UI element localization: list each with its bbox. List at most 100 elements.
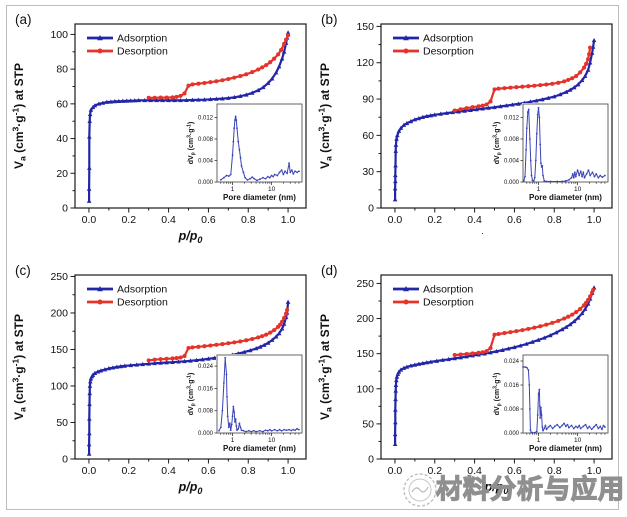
plot-box <box>380 23 613 209</box>
svg-text:0.4: 0.4 <box>467 214 482 226</box>
svg-text:1: 1 <box>537 186 541 193</box>
inset-y-axis-label: dVp (cm3·g-1) <box>186 122 196 165</box>
svg-text:100: 100 <box>50 29 68 41</box>
figure-frame: 0.0 0.2 0.4 0.6 0.8 1.0 0 20 40 60 80 100 p/p0 Va (cm… <box>6 5 619 510</box>
y-axis-label: Va (cm3·g-1) at STP <box>10 63 27 169</box>
svg-text:0.6: 0.6 <box>507 465 522 477</box>
svg-text:0.004: 0.004 <box>198 158 214 164</box>
svg-text:0.008: 0.008 <box>504 137 520 143</box>
panel-label: (d) <box>321 263 338 278</box>
svg-text:250: 250 <box>50 271 68 283</box>
panel-c: 0.0 0.2 0.4 0.6 0.8 1.0 0 50 100 150 200 250 p/p0 Va … <box>9 259 314 508</box>
svg-text:0.008: 0.008 <box>504 407 520 413</box>
panel-d: 0.0 0.2 0.4 0.6 0.8 1.0 0 50 100 150 200 250 p/p0 Va … <box>315 259 620 508</box>
inset-x-axis-label: Pore diameter (nm) <box>529 193 602 202</box>
svg-text:0.2: 0.2 <box>121 214 136 226</box>
svg-text:0.016: 0.016 <box>198 386 214 392</box>
svg-text:50: 50 <box>362 418 374 430</box>
panel-b: 0.0 0.2 0.4 0.6 0.8 1.0 0 30 60 90 120 150. Va (cm3·… <box>315 8 620 257</box>
svg-text:90: 90 <box>362 94 374 106</box>
svg-text:0.4: 0.4 <box>467 465 482 477</box>
svg-text:0.024: 0.024 <box>504 359 520 365</box>
svg-text:0.4: 0.4 <box>161 465 176 477</box>
svg-text:0.008: 0.008 <box>198 137 214 143</box>
inset-y-axis-label: dVp (cm3·g-1) <box>186 373 196 416</box>
svg-text:60: 60 <box>362 130 374 142</box>
svg-text:0.012: 0.012 <box>504 115 520 121</box>
x-axis-label: p/p0 <box>178 229 203 245</box>
pore-size-distribution-curve <box>523 366 606 434</box>
svg-text:0.004: 0.004 <box>504 158 520 164</box>
svg-text:50: 50 <box>56 417 68 429</box>
svg-text:0: 0 <box>62 203 68 215</box>
svg-text:200: 200 <box>356 313 374 325</box>
inset-x-axis-label: Pore diameter (nm) <box>223 193 296 202</box>
svg-text:0.2: 0.2 <box>427 465 442 477</box>
panels-grid: 0.0 0.2 0.4 0.6 0.8 1.0 0 20 40 60 80 100 p/p0 Va (cm… <box>9 8 618 508</box>
svg-text:0.000: 0.000 <box>504 180 520 186</box>
svg-text:1.0: 1.0 <box>587 214 602 226</box>
svg-text:10: 10 <box>574 186 582 193</box>
svg-text:0: 0 <box>368 203 374 215</box>
svg-text:0.012: 0.012 <box>198 115 214 121</box>
svg-text:0.4: 0.4 <box>161 214 176 226</box>
legend-label-desorption: Desorption <box>423 46 474 58</box>
svg-text:0.000: 0.000 <box>198 180 214 186</box>
svg-text:0.0: 0.0 <box>82 214 97 226</box>
svg-text:0.024: 0.024 <box>198 364 214 370</box>
svg-text:0: 0 <box>62 454 68 466</box>
legend-label-desorption: Desorption <box>117 297 168 309</box>
svg-text:1: 1 <box>537 437 541 444</box>
panel-a: 0.0 0.2 0.4 0.6 0.8 1.0 0 20 40 60 80 100 p/p0 Va (cm… <box>9 8 314 257</box>
svg-text:0.0: 0.0 <box>388 465 403 477</box>
svg-text:0.8: 0.8 <box>241 465 256 477</box>
inset-y-axis-label: dVp (cm3·g-1) <box>492 122 502 165</box>
svg-text:30: 30 <box>362 166 374 178</box>
panel-label: (c) <box>15 263 31 278</box>
isotherm-chart-a: 0.0 0.2 0.4 0.6 0.8 1.0 0 20 40 60 80 100 p/p0 Va (cm… <box>10 12 307 245</box>
plot-box <box>380 274 613 460</box>
inset-x-axis-label: Pore diameter (nm) <box>223 444 296 453</box>
svg-text:1.0: 1.0 <box>587 465 602 477</box>
svg-text:10: 10 <box>268 437 276 444</box>
svg-text:0.2: 0.2 <box>427 214 442 226</box>
svg-text:80: 80 <box>56 64 68 76</box>
svg-text:10: 10 <box>574 437 582 444</box>
svg-text:0.6: 0.6 <box>201 214 216 226</box>
plot-box <box>74 23 307 209</box>
y-axis-label: Va (cm3·g-1) at STP <box>316 63 333 169</box>
y-axis-label: Va (cm3·g-1) at STP <box>10 314 27 420</box>
svg-text:0.0: 0.0 <box>82 465 97 477</box>
svg-text:0.000: 0.000 <box>198 431 214 437</box>
svg-text:0.8: 0.8 <box>241 214 256 226</box>
legend-label-adsorption: Adsorption <box>423 284 473 296</box>
svg-text:1: 1 <box>231 186 235 193</box>
legend-label-adsorption: Adsorption <box>423 33 473 45</box>
svg-text:0.000: 0.000 <box>504 431 520 437</box>
svg-text:100: 100 <box>356 383 374 395</box>
isotherm-chart-d: 0.0 0.2 0.4 0.6 0.8 1.0 0 50 100 150 200 250 p/p0 Va … <box>316 263 613 496</box>
svg-text:10: 10 <box>268 186 276 193</box>
svg-text:150: 150 <box>356 21 374 33</box>
svg-text:250: 250 <box>356 278 374 290</box>
svg-text:200: 200 <box>50 307 68 319</box>
isotherm-chart-b: 0.0 0.2 0.4 0.6 0.8 1.0 0 30 60 90 120 150. Va (cm3·… <box>316 12 613 236</box>
legend-label-adsorption: Adsorption <box>117 284 167 296</box>
svg-text:0.8: 0.8 <box>547 214 562 226</box>
svg-text:20: 20 <box>56 168 68 180</box>
svg-text:1: 1 <box>231 437 235 444</box>
svg-text:0.2: 0.2 <box>121 465 136 477</box>
svg-text:0.6: 0.6 <box>507 214 522 226</box>
panel-label: (a) <box>15 12 32 27</box>
legend-label-desorption: Desorption <box>423 297 474 309</box>
svg-text:0.8: 0.8 <box>547 465 562 477</box>
x-axis-label: p/p0 <box>178 480 203 496</box>
x-axis-label: . <box>481 226 484 236</box>
svg-text:1.0: 1.0 <box>281 465 296 477</box>
panel-label: (b) <box>321 12 338 27</box>
svg-text:150: 150 <box>50 344 68 356</box>
x-axis-label: p/p0 <box>484 480 509 496</box>
svg-text:60: 60 <box>56 98 68 110</box>
plot-box <box>74 274 307 460</box>
isotherm-chart-c: 0.0 0.2 0.4 0.6 0.8 1.0 0 50 100 150 200 250 p/p0 Va … <box>10 263 307 496</box>
